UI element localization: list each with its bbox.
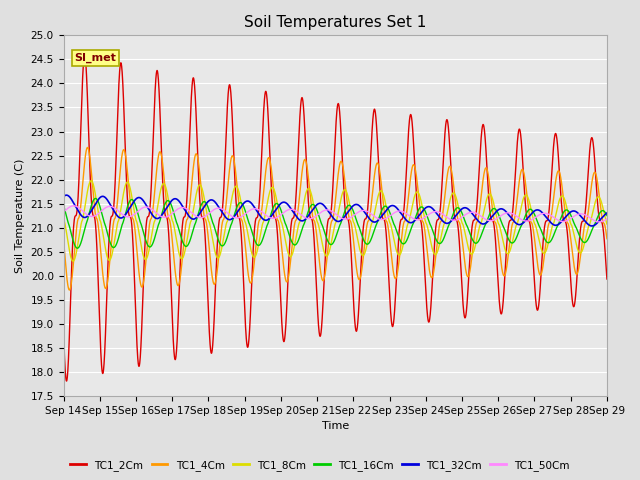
Y-axis label: Soil Temperature (C): Soil Temperature (C): [15, 158, 25, 273]
Legend: TC1_2Cm, TC1_4Cm, TC1_8Cm, TC1_16Cm, TC1_32Cm, TC1_50Cm: TC1_2Cm, TC1_4Cm, TC1_8Cm, TC1_16Cm, TC1…: [67, 456, 573, 475]
Title: Soil Temperatures Set 1: Soil Temperatures Set 1: [244, 15, 426, 30]
X-axis label: Time: Time: [322, 421, 349, 432]
Text: SI_met: SI_met: [74, 53, 116, 63]
